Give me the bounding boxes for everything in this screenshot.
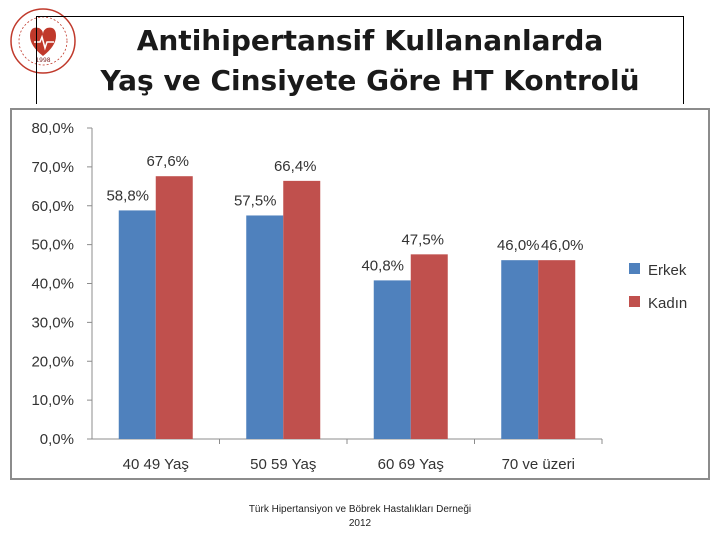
bar-erkek [118, 210, 156, 439]
svg-text:1998: 1998 [35, 57, 50, 64]
legend-swatch-erkek [629, 263, 640, 274]
page-title-line-1: Antihipertansif Kullananlarda [136, 24, 604, 57]
chart-frame: 0,0% 10,0% 20,0% 30,0% 40,0% 50,0% 60,0% 70,0% 8… [10, 108, 710, 480]
data-label-kadin: 66,4% [274, 158, 317, 175]
y-tick-label: 30,0% [31, 314, 74, 331]
footer-year: 2012 [348, 518, 372, 529]
data-label-kadin: 47,5% [401, 231, 444, 248]
page-title-line-2: Yaş ve Cinsiyete Göre HT Kontrolü [100, 64, 640, 97]
data-label-erkek: 58,8% [106, 187, 149, 204]
y-tick-label: 20,0% [31, 353, 74, 370]
x-tick-label: 50 59 Yaş [250, 456, 316, 473]
bar-erkek [501, 260, 539, 439]
data-label-kadin: 46,0% [541, 237, 584, 254]
legend-swatch-kadin [629, 296, 640, 307]
bar-erkek [373, 280, 411, 439]
bar-chart: 0,0% 10,0% 20,0% 30,0% 40,0% 50,0% 60,0% 70,0% 8… [31, 120, 687, 473]
y-tick-label: 50,0% [31, 237, 74, 254]
x-tick-label: 40 49 Yaş [123, 456, 189, 473]
y-tick-label: 0,0% [40, 431, 74, 448]
x-tick-label: 70 ve üzeri [502, 456, 575, 473]
title-frame [36, 16, 684, 104]
y-tick-label: 80,0% [31, 120, 74, 137]
bar-kadin [538, 260, 576, 439]
data-label-erkek: 57,5% [234, 192, 277, 209]
y-tick-label: 60,0% [31, 198, 74, 215]
y-tick-label: 10,0% [31, 392, 74, 409]
bar-kadin [410, 254, 448, 439]
footer-organization: Türk Hipertansiyon ve Böbrek Hastalıklar… [248, 504, 472, 515]
bar-kadin [155, 176, 193, 439]
data-label-erkek: 46,0% [497, 237, 540, 254]
x-tick-label: 60 69 Yaş [378, 456, 444, 473]
data-label-kadin: 67,6% [146, 153, 189, 170]
legend-label-erkek: Erkek [648, 262, 687, 279]
bar-erkek [246, 215, 284, 439]
data-label-erkek: 40,8% [361, 257, 404, 274]
y-tick-label: 40,0% [31, 276, 74, 293]
legend-label-kadin: Kadın [648, 295, 687, 312]
y-tick-label: 70,0% [31, 159, 74, 176]
bar-kadin [283, 180, 321, 439]
footer: Türk Hipertansiyon ve Böbrek Hastalıklar… [200, 503, 520, 531]
